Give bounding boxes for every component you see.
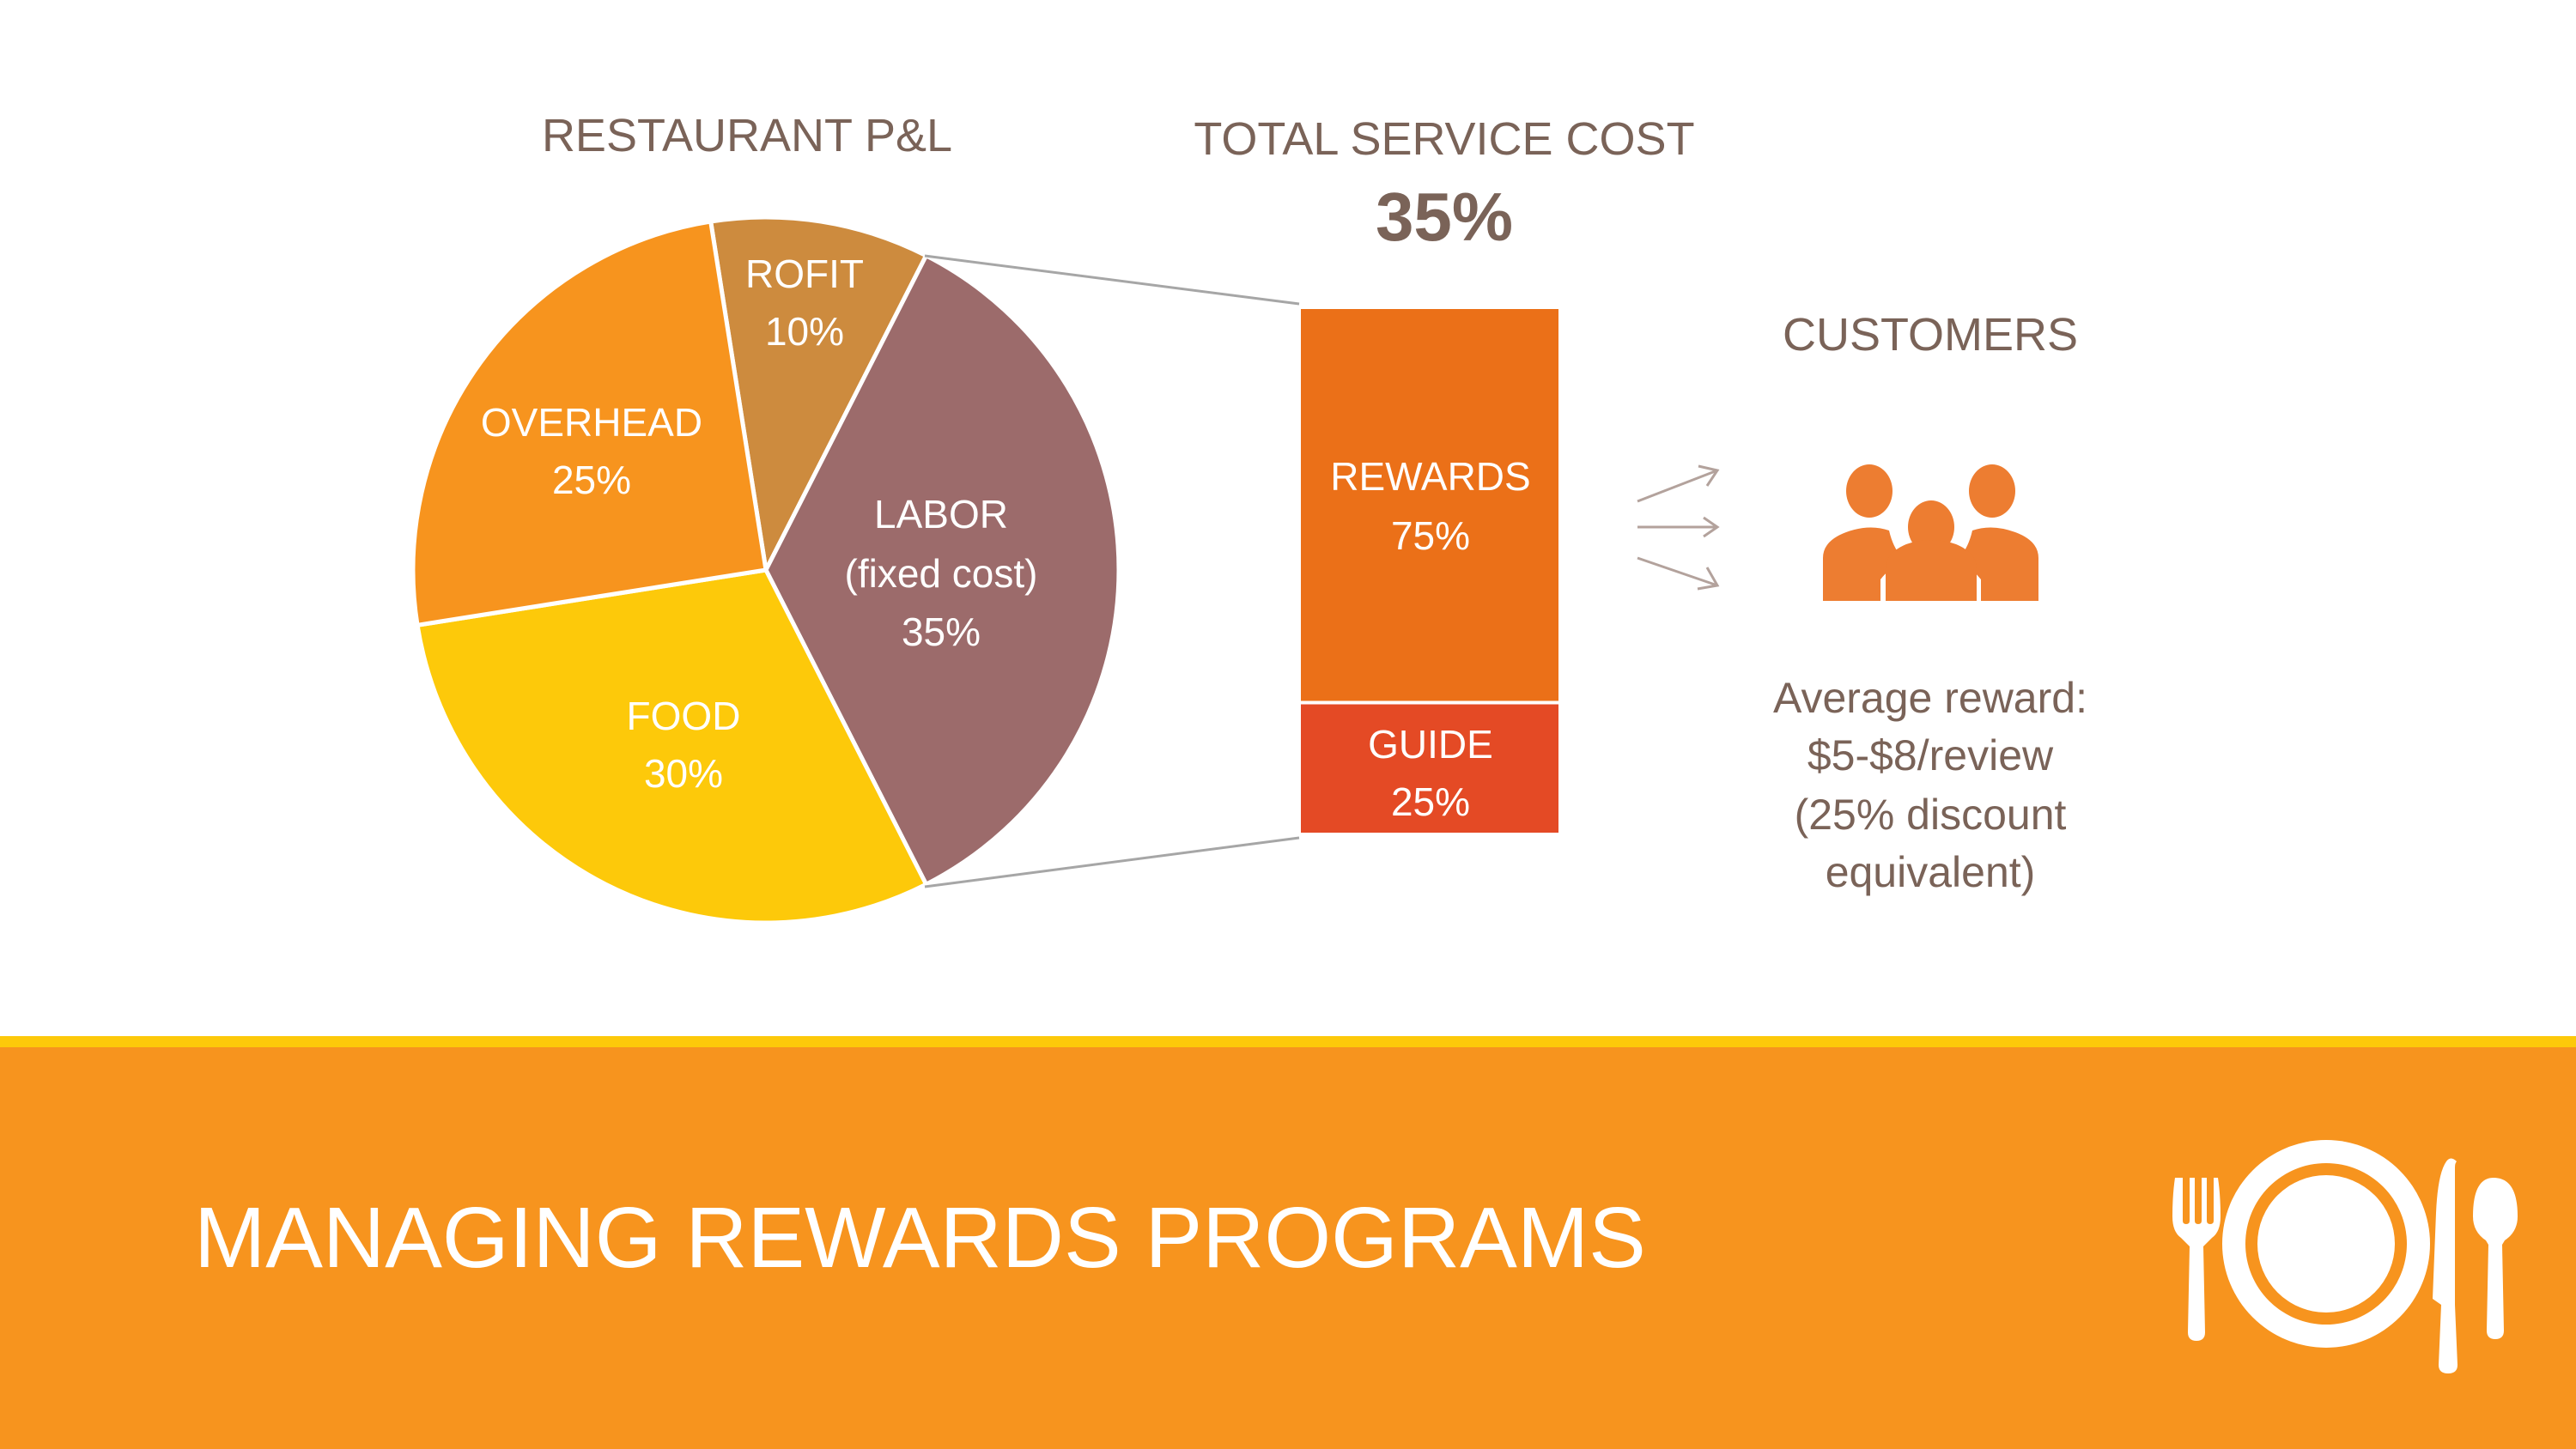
connector-line-bottom <box>924 836 1300 888</box>
bar-value-rewards: 75% <box>1391 513 1470 558</box>
spoon-icon <box>2473 1178 2518 1339</box>
stacked-bar <box>1297 306 1562 836</box>
pie-slice-food <box>415 567 929 925</box>
footer-title: MANAGING REWARDS PROGRAMS <box>194 1190 1646 1286</box>
people-group-icon <box>1823 464 2038 601</box>
pie-label-overhead: OVERHEAD <box>481 400 702 445</box>
place-setting-icon <box>2172 1140 2518 1373</box>
pie-title: RESTAURANT P&L <box>542 110 952 161</box>
footer-stripe <box>0 1036 2576 1048</box>
pie-chart <box>410 215 1121 925</box>
bar-segment-guide <box>1297 700 1562 836</box>
footer-band <box>0 1047 2576 1449</box>
connector-line-top <box>924 254 1300 306</box>
arrow-down-right-icon <box>1637 556 1720 591</box>
bar-total: 35% <box>1376 179 1513 255</box>
arrows <box>1637 464 1720 591</box>
customers-title: CUSTOMERS <box>1783 309 2078 361</box>
pie-slice-overhead <box>410 219 769 628</box>
knife-icon <box>2433 1158 2458 1373</box>
pie-value-food: 30% <box>644 751 723 796</box>
avg-reward-line-1: Average reward: <box>1773 674 2087 722</box>
pie-label-labor: LABOR <box>874 492 1008 537</box>
bar-segment-rewards <box>1297 306 1562 705</box>
bar-title: TOTAL SERVICE COST <box>1194 113 1694 165</box>
pie-label-profit: ROFIT <box>745 252 864 296</box>
arrow-right-icon <box>1637 516 1720 538</box>
pie-value-labor: 35% <box>902 609 981 654</box>
avg-reward-line-3: (25% discount <box>1795 791 2067 839</box>
pie-value-profit: 10% <box>765 309 844 354</box>
bar-label-guide: GUIDE <box>1368 722 1493 767</box>
bar-value-guide: 25% <box>1391 779 1470 824</box>
pie-slice-labor <box>763 252 1121 888</box>
pie-sublabel-labor: (fixed cost) <box>845 551 1038 596</box>
pie-label-food: FOOD <box>627 694 741 738</box>
pie-value-overhead: 25% <box>552 458 631 502</box>
arrow-up-right-icon <box>1637 464 1720 503</box>
avg-reward-line-2: $5-$8/review <box>1807 731 2054 779</box>
fork-icon <box>2172 1178 2221 1341</box>
bar-label-rewards: REWARDS <box>1330 454 1530 499</box>
pie-slice-rofit <box>708 215 929 577</box>
avg-reward-line-4: equivalent) <box>1826 848 2036 896</box>
